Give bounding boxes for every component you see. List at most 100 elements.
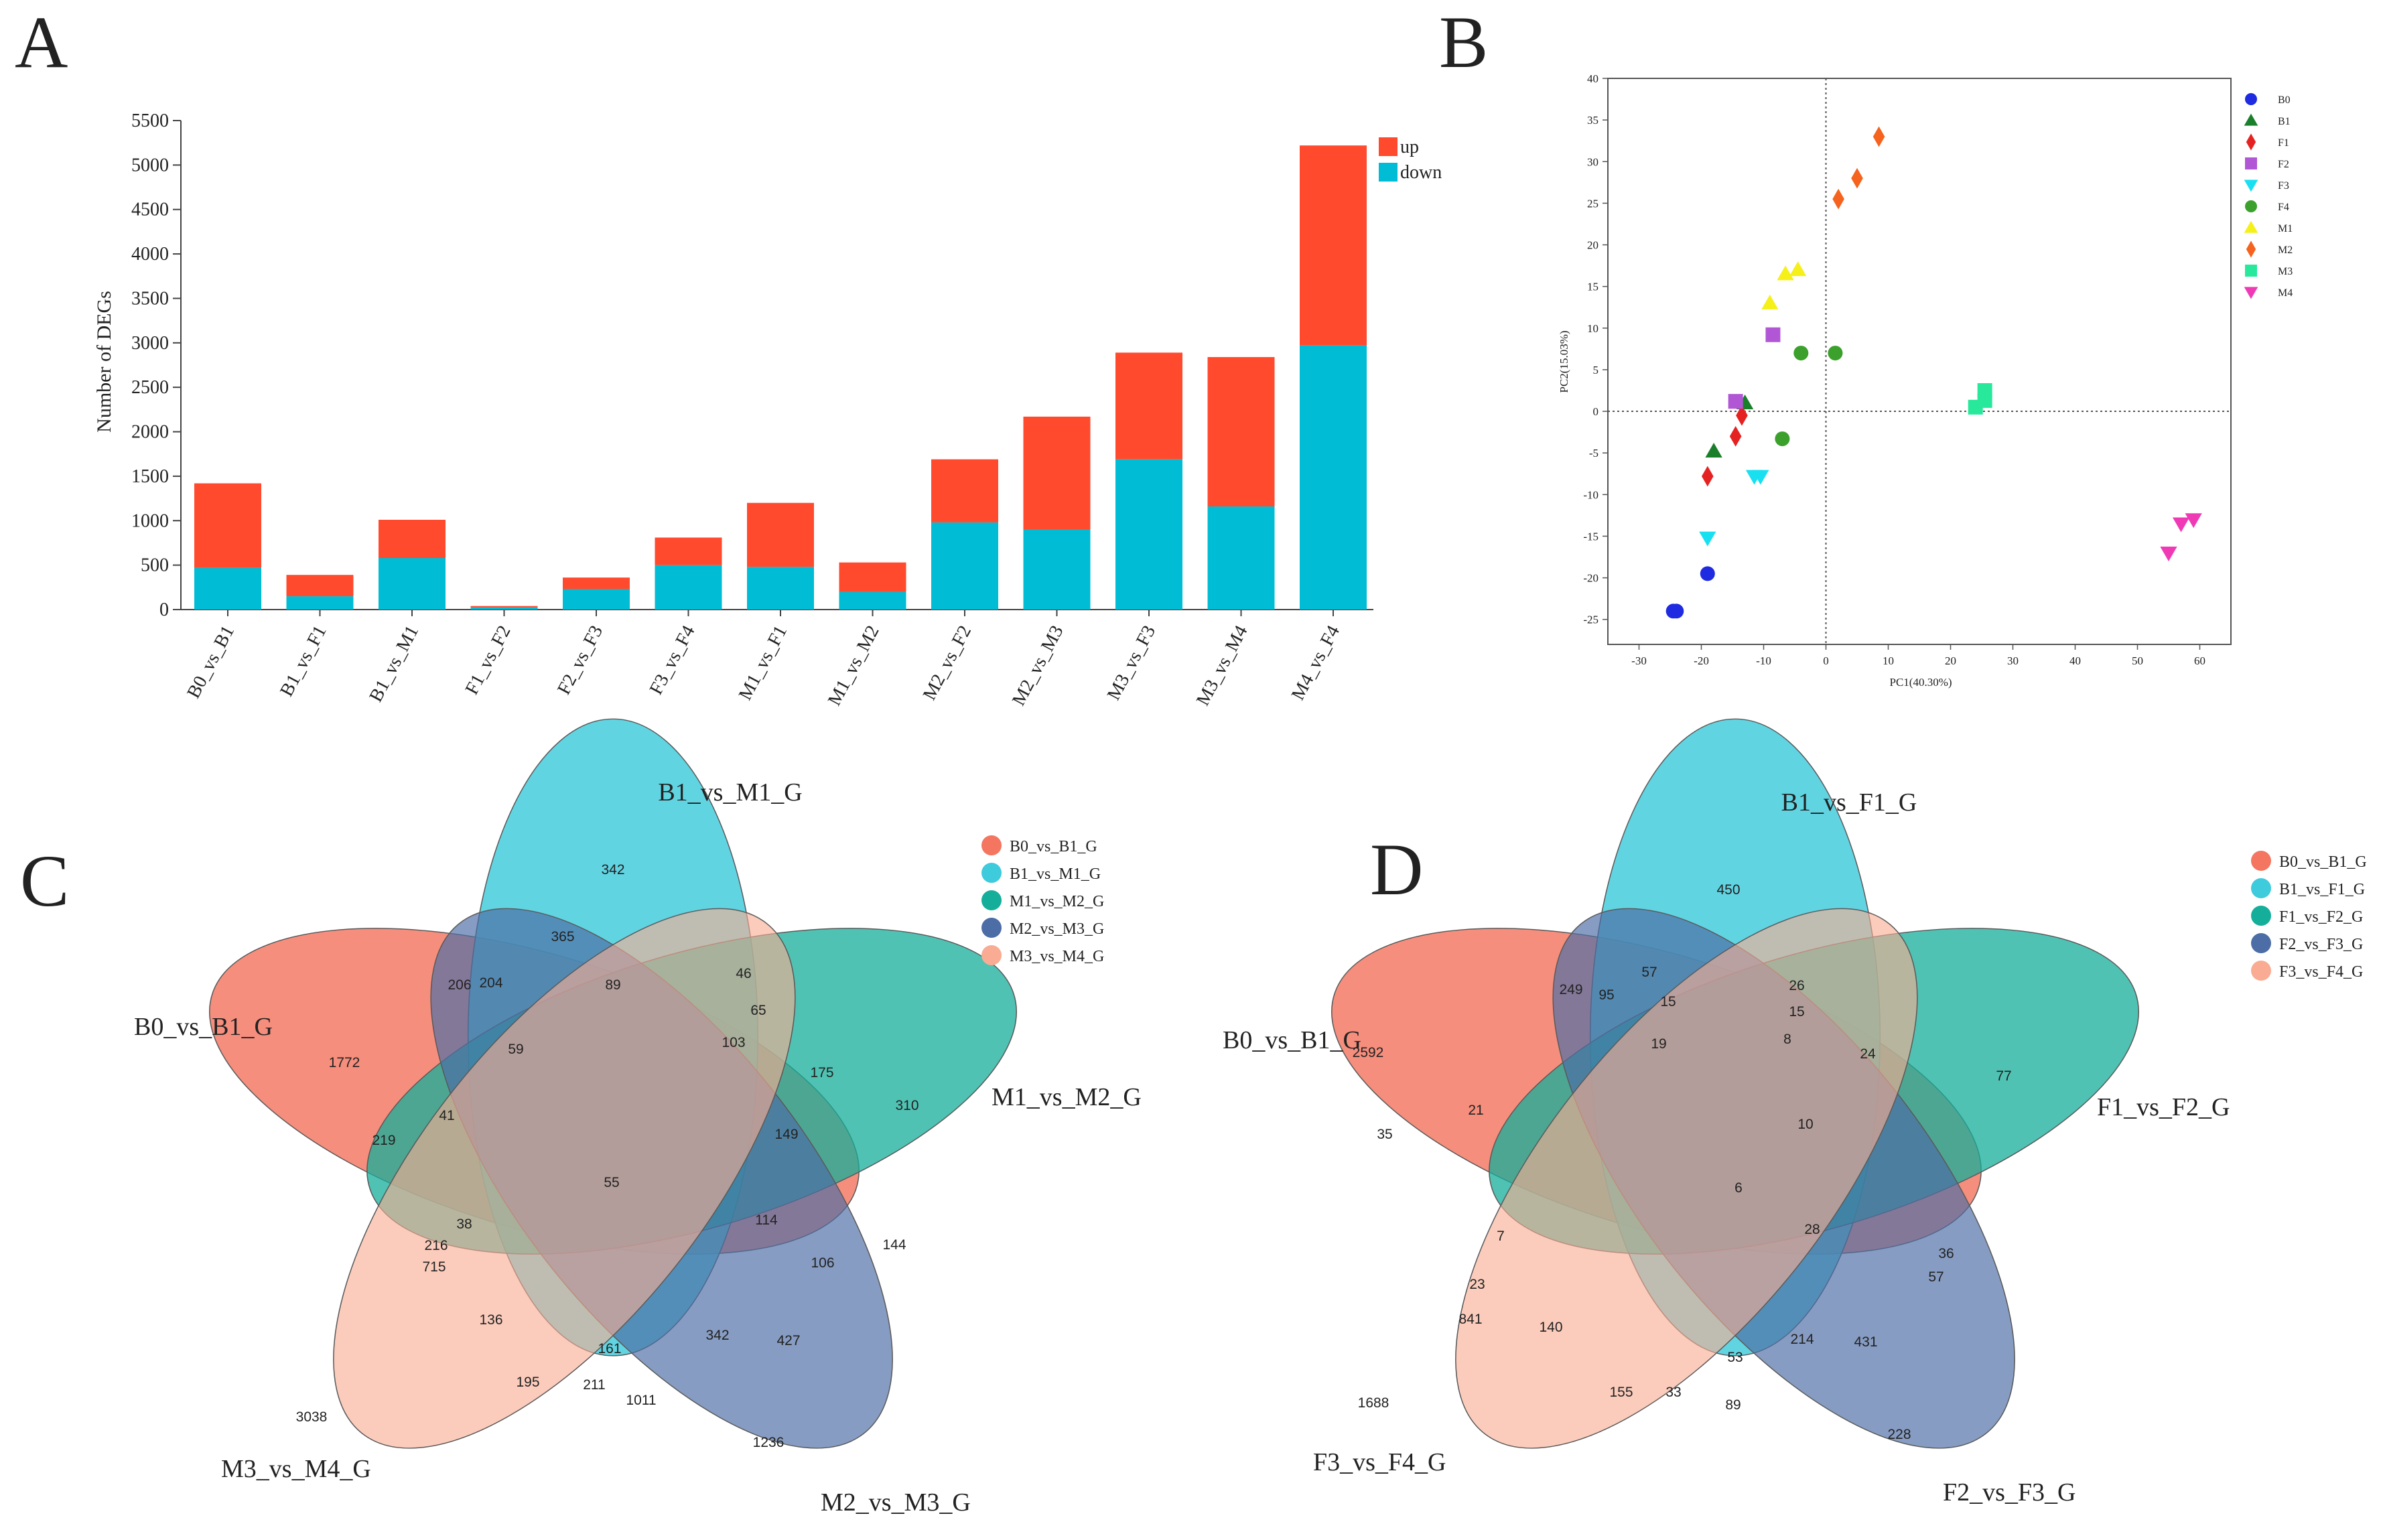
pca-legend-marker-f3 bbox=[2244, 180, 2258, 192]
venn-count: 216 bbox=[424, 1238, 448, 1253]
bar-up bbox=[839, 562, 906, 592]
pca-point-m2 bbox=[1873, 126, 1885, 147]
venn-count: 10 bbox=[1797, 1117, 1813, 1132]
venn-count: 77 bbox=[1996, 1068, 2011, 1084]
category-label: B1_vs_M1 bbox=[365, 622, 423, 705]
venn-c-counts: 342 365 46 204 89 206 65 59 103 175 1772 310 41 219 14… bbox=[296, 862, 919, 1450]
venn-legend-swatch bbox=[981, 863, 1002, 883]
pca-reference-lines bbox=[1608, 78, 2231, 644]
pca-y-axis-title: PC2(15.03%) bbox=[1558, 330, 1570, 393]
pca-y-tick-label: 15 bbox=[1587, 281, 1598, 293]
venn-count: 161 bbox=[598, 1341, 621, 1356]
venn-legend-swatch bbox=[2251, 906, 2271, 926]
bar-up bbox=[194, 483, 261, 568]
panel-a: A Number of DEGs 0 500 1000 1500 2000 2500 300… bbox=[15, 1, 1442, 709]
y-tick-label: 3000 bbox=[131, 333, 169, 354]
pca-point-f1 bbox=[1702, 466, 1714, 487]
venn-count: 33 bbox=[1665, 1385, 1681, 1400]
venn-count: 1236 bbox=[753, 1435, 785, 1450]
pca-point-m1 bbox=[1777, 265, 1794, 281]
panel-d: D B1_vs_F1_G B0_vs_B1_G F1_vs_F2_G F3_vs… bbox=[1223, 718, 2367, 1507]
venn-c-title-b0-b1: B0_vs_B1_G bbox=[134, 1013, 273, 1041]
bar-up bbox=[1023, 416, 1091, 530]
venn-legend-swatch bbox=[981, 945, 1002, 965]
pca-y-tick-label: 20 bbox=[1587, 239, 1598, 252]
panel-b: B -30 -20 -10 0 10 20 30 40 50 60 -25 -20 -15 -10 -5 0 5… bbox=[1439, 1, 2293, 689]
legend-label-up: up bbox=[1400, 137, 1419, 157]
venn-count: 28 bbox=[1804, 1222, 1820, 1237]
venn-count: 136 bbox=[479, 1312, 502, 1328]
venn-count: 26 bbox=[1789, 978, 1804, 993]
venn-count: 38 bbox=[456, 1216, 472, 1232]
pca-legend-marker-m2 bbox=[2246, 240, 2256, 258]
venn-legend-swatch bbox=[981, 918, 1002, 938]
venn-count: 841 bbox=[1458, 1312, 1482, 1327]
bar-up bbox=[563, 577, 630, 589]
venn-count: 228 bbox=[1887, 1427, 1911, 1442]
venn-count: 36 bbox=[1938, 1246, 1954, 1261]
y-tick-label: 2500 bbox=[131, 377, 169, 398]
venn-legend-label: M2_vs_M3_G bbox=[1010, 920, 1104, 938]
bar-down bbox=[470, 607, 538, 610]
venn-count: 41 bbox=[439, 1108, 454, 1123]
venn-count: 206 bbox=[448, 977, 471, 993]
category-label: B0_vs_B1 bbox=[183, 622, 239, 702]
venn-count: 175 bbox=[810, 1065, 833, 1080]
bar-up bbox=[655, 537, 722, 565]
pca-legend-label: M2 bbox=[2278, 244, 2293, 256]
pca-point-m2 bbox=[1832, 188, 1844, 210]
venn-count: 310 bbox=[895, 1098, 918, 1113]
pca-legend-label: B0 bbox=[2278, 94, 2291, 106]
pca-point-m3 bbox=[1977, 393, 1992, 408]
venn-legend-swatch bbox=[2251, 933, 2271, 953]
category-label: F2_vs_F3 bbox=[553, 622, 607, 698]
bar-up bbox=[1115, 352, 1182, 460]
pca-legend-marker-b1 bbox=[2244, 113, 2258, 126]
venn-count: 24 bbox=[1860, 1046, 1876, 1062]
venn-count: 431 bbox=[1854, 1334, 1877, 1350]
pca-ticks: -30 -20 -10 0 10 20 30 40 50 60 -25 -20 -15 -10 -5 0 5 10… bbox=[1583, 72, 2205, 667]
panel-letter-d: D bbox=[1370, 829, 1423, 910]
bar-down bbox=[839, 591, 906, 610]
pca-legend-label: F1 bbox=[2278, 137, 2289, 149]
venn-legend-label: B0_vs_B1_G bbox=[2279, 853, 2367, 871]
venn-legend-label: B1_vs_F1_G bbox=[2279, 881, 2365, 898]
panel-letter-c: C bbox=[20, 840, 69, 922]
venn-c-set-m3-m4 bbox=[333, 908, 796, 1449]
legend-label-down: down bbox=[1400, 162, 1442, 183]
y-tick-label: 1000 bbox=[131, 510, 169, 531]
pca-y-tick-label: -20 bbox=[1583, 572, 1598, 585]
pca-x-tick-label: 0 bbox=[1823, 654, 1829, 667]
category-label: M3_vs_M4 bbox=[1193, 622, 1252, 709]
pca-x-tick-label: 10 bbox=[1883, 654, 1894, 667]
venn-c-legend: B0_vs_B1_G B1_vs_M1_G M1_vs_M2_G M2_vs_M3_G… bbox=[981, 835, 1104, 965]
legend-swatch-up bbox=[1379, 137, 1398, 156]
pca-y-tick-label: 40 bbox=[1587, 72, 1598, 85]
pca-x-tick-label: -10 bbox=[1756, 654, 1771, 667]
venn-count: 365 bbox=[551, 929, 574, 944]
pca-point-f2 bbox=[1765, 327, 1781, 342]
pca-y-tick-label: 25 bbox=[1587, 197, 1598, 210]
venn-count: 21 bbox=[1468, 1103, 1483, 1118]
pca-legend-label: F4 bbox=[2278, 202, 2289, 213]
pca-point-m1 bbox=[1789, 261, 1807, 277]
pca-point-m4 bbox=[2160, 546, 2177, 561]
pca-point-f3 bbox=[1699, 531, 1716, 547]
venn-legend-swatch bbox=[981, 835, 1002, 855]
bar-down bbox=[1300, 345, 1367, 610]
pca-legend: B0 B1 F1 F2 F3 F4 M1 M2 M3 M4 bbox=[2244, 93, 2293, 299]
venn-count: 8 bbox=[1783, 1032, 1791, 1047]
venn-count: 715 bbox=[422, 1259, 446, 1275]
venn-d-set-f3-f4 bbox=[1455, 908, 1918, 1449]
pca-legend-marker-m1 bbox=[2244, 220, 2258, 233]
venn-count: 214 bbox=[1790, 1332, 1814, 1347]
venn-count: 23 bbox=[1469, 1277, 1485, 1292]
panel-letter-b: B bbox=[1439, 1, 1488, 83]
bar-down bbox=[286, 596, 354, 610]
pca-point-f1 bbox=[1729, 425, 1742, 447]
pca-point-m1 bbox=[1761, 294, 1779, 309]
pca-point-b0 bbox=[1700, 566, 1715, 581]
category-label: B1_vs_F1 bbox=[276, 622, 330, 700]
venn-legend-label: M1_vs_M2_G bbox=[1010, 893, 1104, 910]
pca-y-tick-label: 5 bbox=[1593, 364, 1599, 376]
